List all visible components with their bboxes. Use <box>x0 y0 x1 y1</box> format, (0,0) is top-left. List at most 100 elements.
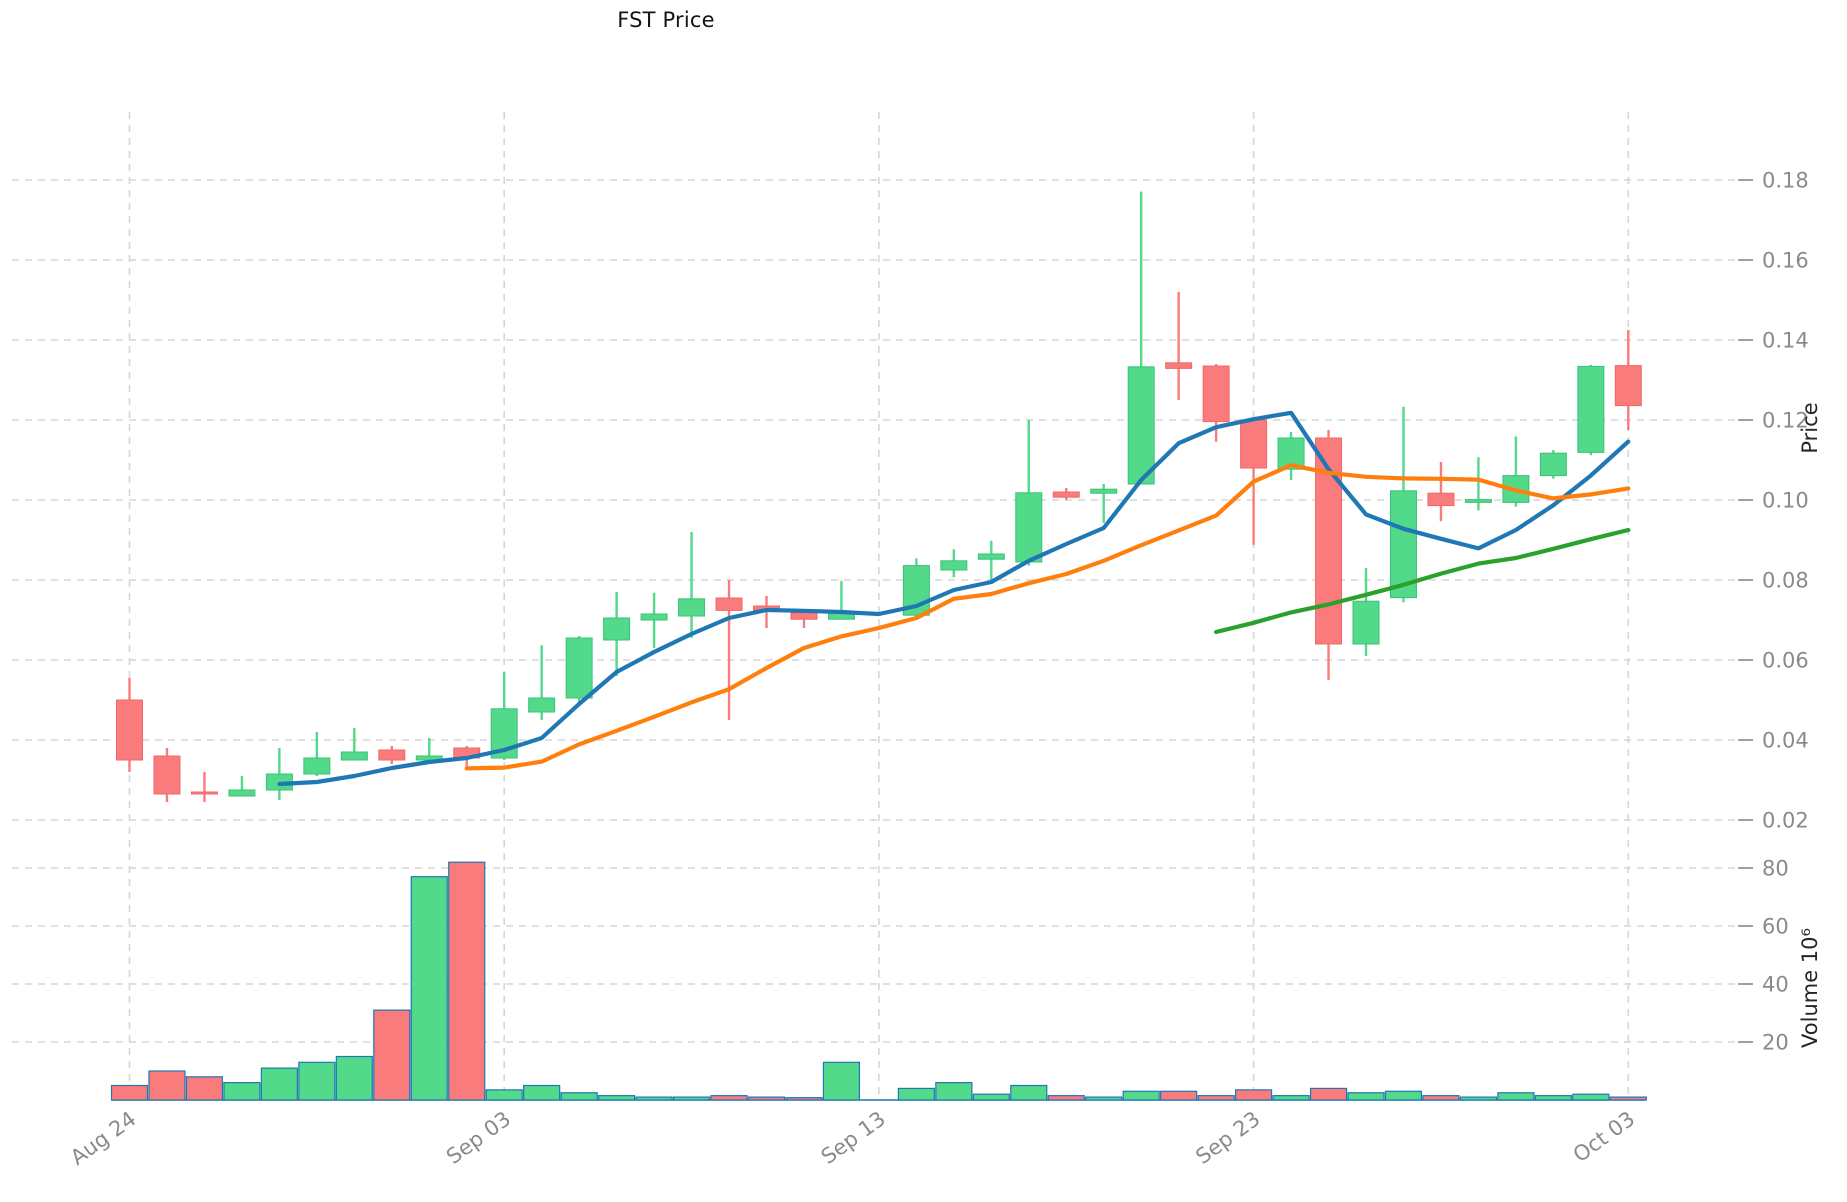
volume-bar <box>672 1096 711 1101</box>
candle-body <box>1165 362 1193 369</box>
candle-body <box>678 598 706 617</box>
volume-bar <box>1085 1096 1123 1101</box>
candle-body <box>603 617 631 641</box>
volume-bar <box>897 1087 935 1101</box>
volume-bar <box>1160 1090 1198 1101</box>
volume-axis-title: Volume 10⁶ <box>1798 928 1822 1048</box>
candle-body <box>1464 499 1492 503</box>
candle-up <box>678 532 706 638</box>
volume-bar <box>1010 1084 1048 1101</box>
date-label: Aug 24 <box>66 1107 140 1170</box>
candle-down <box>190 772 218 802</box>
date-label: Sep 13 <box>817 1107 890 1169</box>
candle-up <box>1277 432 1305 480</box>
volume-bar <box>1497 1092 1535 1101</box>
candle-down <box>1052 488 1080 500</box>
candle-down <box>715 580 743 720</box>
candle-body <box>977 553 1005 560</box>
candle-body <box>790 612 818 620</box>
candle-body <box>1614 365 1642 407</box>
volume-bar <box>1272 1095 1310 1101</box>
volume-bar <box>598 1095 636 1101</box>
volume-bar <box>560 1092 598 1101</box>
candle-body <box>1202 365 1230 423</box>
candle-body <box>565 637 593 699</box>
price-tick-label: 0.02 <box>1762 809 1809 833</box>
volume-bar <box>185 1076 224 1101</box>
right-axis: 0.18 0.16 0.14 0.12 0.10 0.08 0.06 0.04 0.02 80 60… <box>1738 169 1809 1055</box>
candle-up <box>303 732 331 776</box>
candle-up <box>1464 457 1492 511</box>
candle-up <box>1389 406 1417 603</box>
price-tick-label: 0.04 <box>1762 729 1809 753</box>
candle-down <box>1240 418 1268 545</box>
x-axis-labels: Aug 24 Sep 03 Sep 13 Sep 23 Oct 03 <box>66 1107 1639 1170</box>
volume-bar <box>1422 1095 1460 1101</box>
candle-up <box>228 776 256 797</box>
volume-bar <box>1197 1095 1235 1101</box>
candle-down <box>1427 462 1455 522</box>
volume-bar <box>1347 1092 1385 1101</box>
gridlines <box>12 112 1750 1100</box>
date-label: Oct 03 <box>1569 1107 1640 1167</box>
candle-up <box>1577 364 1605 456</box>
sma10-polyline <box>464 463 1631 771</box>
candle-up <box>415 738 443 762</box>
price-tick-label: 0.08 <box>1762 569 1809 593</box>
volume-bar <box>335 1055 373 1101</box>
candle-body <box>153 755 181 795</box>
candle-body <box>116 699 143 761</box>
volume-bar <box>260 1067 298 1101</box>
volume-tick-label: 80 <box>1762 857 1789 881</box>
candle-body <box>228 789 256 797</box>
candle-down <box>378 746 406 764</box>
candle-body <box>1240 419 1268 469</box>
candle-up <box>1539 450 1567 479</box>
candles <box>116 191 1642 802</box>
volume-bar <box>1047 1095 1085 1101</box>
volume-bar <box>410 876 448 1101</box>
volume-bar <box>1384 1090 1423 1101</box>
candle-up <box>640 592 668 648</box>
sma5-polyline <box>277 410 1631 787</box>
volume-bar <box>373 1009 411 1101</box>
volume-bar <box>110 1084 149 1101</box>
candle-up <box>1352 568 1380 656</box>
volume-bar <box>1122 1090 1160 1101</box>
candle-down <box>1165 292 1193 400</box>
candle-body <box>1090 488 1118 494</box>
volume-bar <box>710 1095 748 1101</box>
candle-up <box>1127 191 1155 485</box>
volume-bar <box>972 1093 1010 1101</box>
candle-body <box>340 751 368 761</box>
volume-tick-label: 20 <box>1762 1031 1789 1055</box>
volume-bar <box>785 1097 823 1101</box>
sma10-line <box>464 463 1631 771</box>
candle-body <box>940 560 968 571</box>
date-label: Sep 03 <box>442 1107 515 1169</box>
volume-bar <box>223 1081 261 1101</box>
volume-bar <box>935 1081 973 1101</box>
candle-up <box>977 540 1005 582</box>
volume-bar <box>747 1096 786 1101</box>
price-tick-label: 0.06 <box>1762 649 1809 673</box>
candle-up <box>1090 484 1118 523</box>
volume-bar <box>1609 1096 1647 1101</box>
volume-tick-label: 60 <box>1762 915 1789 939</box>
candle-down <box>153 748 181 802</box>
candle-down <box>790 612 818 628</box>
price-tick-label: 0.10 <box>1762 489 1809 513</box>
candle-body <box>190 791 218 795</box>
candle-body <box>715 597 743 611</box>
volume-bar <box>822 1061 861 1101</box>
candle-up <box>565 636 593 704</box>
sma30-line <box>1213 527 1631 635</box>
volume-bar <box>148 1070 186 1101</box>
candle-up <box>265 748 293 800</box>
volume-bar <box>1572 1093 1610 1101</box>
candle-body <box>1389 490 1417 599</box>
price-tick-label: 0.14 <box>1762 329 1809 353</box>
sma5-line <box>277 410 1631 787</box>
date-label: Sep 23 <box>1191 1107 1264 1169</box>
